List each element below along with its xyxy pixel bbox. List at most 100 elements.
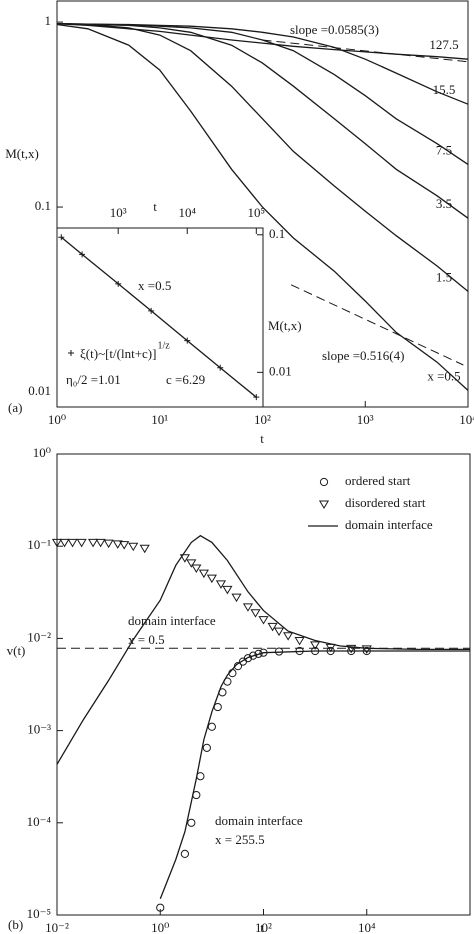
data-point <box>156 903 165 912</box>
data-point <box>191 564 202 573</box>
inset-x-label: t <box>153 199 157 214</box>
y-tick-label: 10⁻⁴ <box>27 814 52 829</box>
series-line <box>56 23 469 219</box>
slope-label: slope =0.0585(3) <box>290 22 379 37</box>
data-point <box>346 644 357 654</box>
annotation: domain interface <box>215 813 303 828</box>
data-point <box>202 743 211 752</box>
x-tick-label: 10⁰ <box>48 412 66 427</box>
data-point <box>217 364 224 371</box>
y-tick-label: 10⁰ <box>33 445 51 460</box>
legend-label: ξ(t)~[t/(lnt+c)] <box>80 346 156 361</box>
data-point <box>180 849 189 858</box>
x-tick-label: 10⁻² <box>45 920 69 934</box>
series-line <box>56 23 469 60</box>
y-tick-label: 0.1 <box>269 226 285 241</box>
guide-line <box>290 284 464 366</box>
data-point <box>253 394 260 401</box>
data-point <box>198 569 209 579</box>
y-tick-label: 0.01 <box>269 363 292 378</box>
data-point <box>258 616 269 625</box>
data-point <box>115 280 122 287</box>
data-point <box>103 539 114 549</box>
data-point <box>361 645 372 654</box>
series-label: 7.5 <box>436 142 452 157</box>
data-point <box>283 632 294 641</box>
data-point <box>59 538 70 548</box>
data-point <box>242 603 254 612</box>
data-point <box>58 234 65 241</box>
data-point <box>119 541 130 550</box>
legend-symbol <box>319 477 329 487</box>
series-label: 127.5 <box>429 37 458 52</box>
data-point <box>254 649 263 658</box>
legend-label-sup: 1/z <box>157 340 170 351</box>
data-point <box>128 542 139 552</box>
data-point <box>250 609 261 618</box>
y-tick-label: 1 <box>45 13 52 28</box>
annotation: domain interface <box>128 613 216 628</box>
y-tick-label: 10⁻² <box>27 629 51 644</box>
legend-symbol <box>68 350 74 356</box>
data-point <box>206 574 217 584</box>
data-point <box>273 627 285 637</box>
y-tick-label: 10⁻¹ <box>27 537 51 552</box>
data-point <box>67 538 78 548</box>
series-label: 1.5 <box>436 269 452 284</box>
fit-parameter: η₀/2 =1.01 <box>66 372 121 387</box>
data-point <box>51 538 63 548</box>
fit-parameter: c =6.29 <box>166 372 205 387</box>
data-point <box>79 251 86 258</box>
data-point <box>222 585 233 595</box>
series-label: 3.5 <box>436 196 452 211</box>
data-point <box>310 641 321 650</box>
y-tick-label: 0.1 <box>35 198 51 213</box>
series-line <box>56 23 469 391</box>
series-line <box>159 650 470 900</box>
inset-note: x =0.5 <box>138 278 171 293</box>
data-point <box>95 538 106 548</box>
data-point <box>88 538 99 548</box>
data-point <box>294 636 305 646</box>
data-point <box>207 722 216 731</box>
inset-y-label: M(t,x) <box>268 318 302 333</box>
series-label: 15.5 <box>433 82 456 97</box>
legend-label: ordered start <box>345 473 411 488</box>
y-tick-label: 10⁻⁵ <box>27 906 51 921</box>
data-point <box>184 337 191 344</box>
y-axis-label: v(t) <box>7 643 26 658</box>
slope-label: slope =0.516(4) <box>322 348 404 363</box>
data-point <box>76 538 87 548</box>
legend-label: domain interface <box>345 517 433 532</box>
x-tick-label: 10⁰ <box>151 920 169 934</box>
x-tick-label: 10⁵ <box>248 205 266 220</box>
data-point <box>139 544 150 554</box>
y-tick-label: 10⁻³ <box>27 722 51 737</box>
series-label: x =0.5 <box>427 368 460 383</box>
data-point <box>215 580 227 589</box>
x-tick-label: 10³ <box>357 412 374 427</box>
legend-symbol <box>318 500 330 509</box>
panel-label: (a) <box>8 400 22 415</box>
x-tick-label: 10⁴ <box>358 920 376 934</box>
y-tick-label: 0.01 <box>28 383 51 398</box>
data-point <box>179 554 190 563</box>
data-point <box>186 559 197 568</box>
data-point <box>243 654 253 663</box>
series-line <box>56 23 469 292</box>
x-axis-label: t <box>260 431 264 446</box>
plot-frame <box>56 453 471 916</box>
series-line <box>56 534 470 765</box>
data-point <box>249 651 258 660</box>
x-axis-label: t <box>260 920 264 934</box>
x-tick-label: 10⁴ <box>178 205 196 220</box>
guide-line <box>262 39 469 63</box>
data-point <box>112 540 123 549</box>
annotation: x = 0.5 <box>128 632 165 647</box>
data-point <box>231 593 242 603</box>
data-point <box>148 307 155 314</box>
data-point <box>267 622 278 632</box>
data-point <box>187 818 196 827</box>
y-axis-label: M(t,x) <box>5 146 39 161</box>
